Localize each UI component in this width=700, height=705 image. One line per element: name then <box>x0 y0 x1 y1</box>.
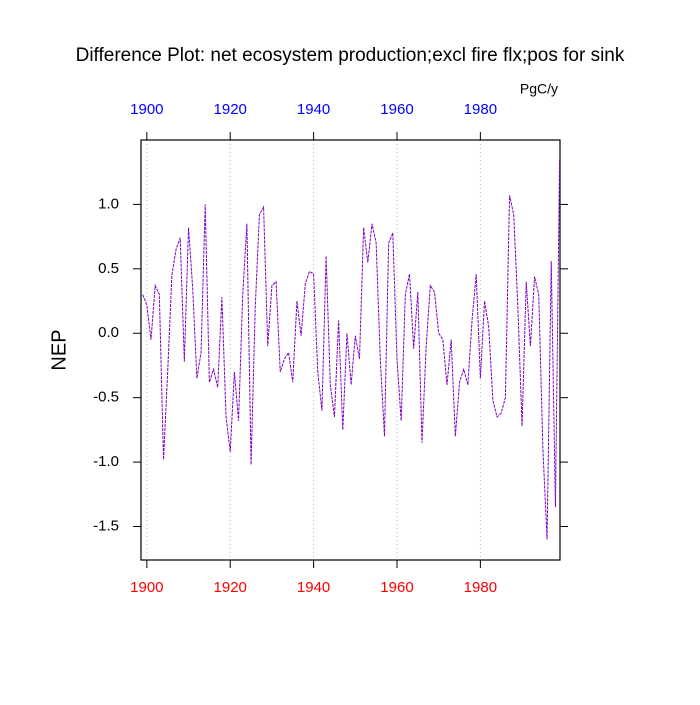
y-axis-label: NEP <box>48 329 70 370</box>
x-tick-label: 1900 <box>130 579 163 596</box>
plot-frame <box>140 139 561 561</box>
data-line <box>142 159 561 540</box>
x-tick-label-top: 1900 <box>130 101 163 118</box>
x-tick-label: 1960 <box>380 579 413 596</box>
x-tick-label-top: 1980 <box>464 101 497 118</box>
x-tick-label: 1920 <box>214 579 247 596</box>
y-tick-label: 1.0 <box>98 195 119 212</box>
x-tick-label: 1940 <box>297 579 330 596</box>
units-label: PgC/y <box>520 81 558 97</box>
x-tick-label: 1980 <box>464 579 497 596</box>
x-tick-label-top: 1960 <box>380 101 413 118</box>
y-tick-label: 0.5 <box>98 260 119 277</box>
y-tick-label: -1.5 <box>93 517 119 534</box>
x-tick-label-top: 1940 <box>297 101 330 118</box>
y-tick-label: -0.5 <box>93 389 119 406</box>
chart-title: Difference Plot: net ecosystem productio… <box>76 45 625 66</box>
y-tick-label: -1.0 <box>93 453 119 470</box>
y-tick-label: 0.0 <box>98 324 119 341</box>
x-tick-label-top: 1920 <box>214 101 247 118</box>
